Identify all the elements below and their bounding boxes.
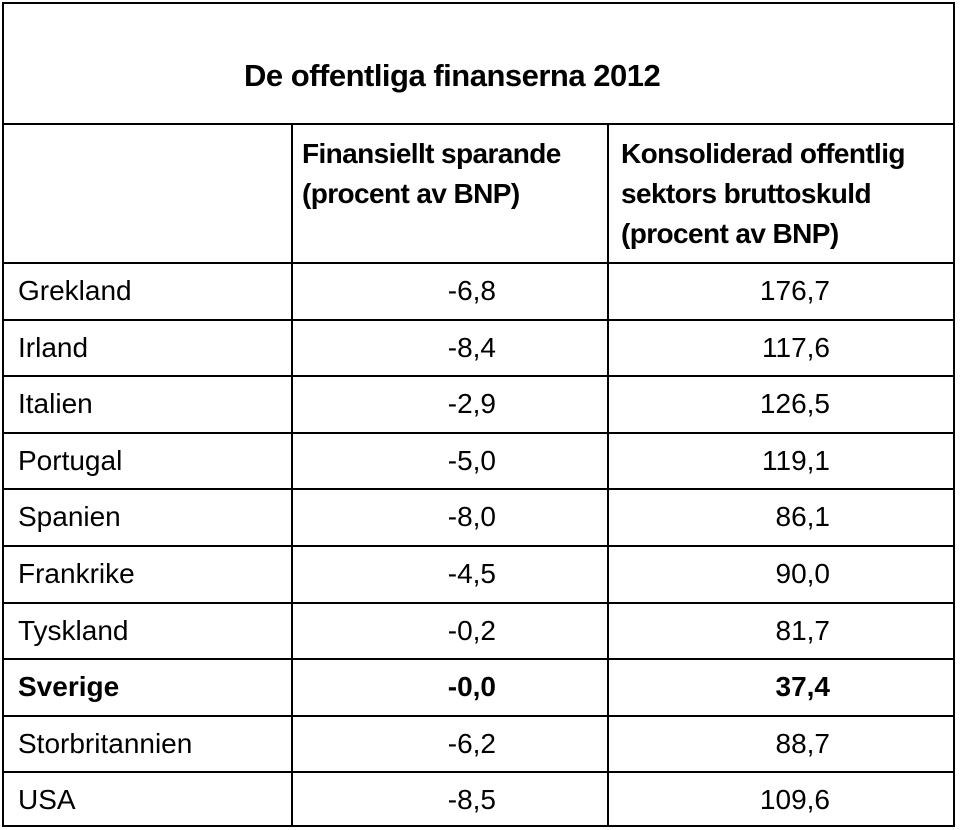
column-divider-2 xyxy=(607,123,609,827)
row-divider xyxy=(4,262,953,264)
debt-cell: 109,6 xyxy=(759,784,830,816)
table-row: Portugal -5,0 119,1 xyxy=(4,433,953,490)
table-row: Sverige -0,0 37,4 xyxy=(4,659,953,716)
saving-cell: -6,2 xyxy=(447,727,496,759)
row-divider xyxy=(4,431,953,434)
column-header-debt-line: sektors bruttoskuld xyxy=(621,178,872,209)
debt-cell: 90,0 xyxy=(775,558,831,589)
saving-cell: -4,5 xyxy=(447,558,496,589)
country-cell: Spanien xyxy=(18,501,121,533)
column-header-saving-line: Finansiellt sparande xyxy=(302,138,561,169)
debt-cell: 126,5 xyxy=(759,388,830,420)
table-row: Italien -2,9 126,5 xyxy=(4,376,953,433)
country-cell: Italien xyxy=(18,388,93,420)
saving-cell: -0,2 xyxy=(447,614,496,646)
country-cell: Portugal xyxy=(18,444,123,476)
table-title: De offentliga finanserna 2012 xyxy=(244,58,661,93)
table-row: Grekland -6,8 176,7 xyxy=(4,263,953,320)
title-row: De offentliga finanserna 2012 xyxy=(4,4,953,125)
debt-cell: 81,7 xyxy=(775,614,831,646)
debt-cell: 119,1 xyxy=(762,444,830,476)
table-row: Frankrike -4,5 90,0 xyxy=(4,546,953,603)
column-header-debt: Konsoliderad offentlig sektors bruttosku… xyxy=(621,134,906,254)
country-cell: Storbritannien xyxy=(18,727,193,759)
country-cell: Sverige xyxy=(18,671,120,703)
debt-cell: 37,4 xyxy=(775,671,831,703)
debt-cell: 88,7 xyxy=(775,727,831,759)
column-header-debt-line: (procent av BNP) xyxy=(621,218,839,249)
country-cell: USA xyxy=(18,784,76,816)
table-row: Storbritannien -6,2 88,7 xyxy=(4,716,953,773)
table-row: Spanien -8,0 86,1 xyxy=(4,489,953,546)
row-divider xyxy=(4,545,953,547)
country-cell: Frankrike xyxy=(18,558,135,589)
row-divider xyxy=(4,488,953,491)
row-divider xyxy=(4,318,953,321)
table-row: Tyskland -0,2 81,7 xyxy=(4,603,953,660)
debt-cell: 176,7 xyxy=(759,275,830,306)
row-divider xyxy=(4,375,953,378)
column-header-debt-line: Konsoliderad offentlig xyxy=(621,138,906,169)
row-divider xyxy=(4,714,953,717)
debt-cell: 86,1 xyxy=(775,501,831,533)
saving-cell: -6,8 xyxy=(447,275,496,306)
row-divider xyxy=(4,658,953,661)
saving-cell: -5,0 xyxy=(447,444,496,476)
saving-cell: -2,9 xyxy=(447,388,496,420)
saving-cell: -8,5 xyxy=(447,784,496,816)
column-divider-1 xyxy=(291,123,293,827)
table-row: Irland -8,4 117,6 xyxy=(4,320,953,377)
country-cell: Grekland xyxy=(18,275,132,306)
saving-cell: -0,0 xyxy=(447,671,496,703)
table-row: USA -8,5 109,6 xyxy=(4,772,953,829)
row-divider xyxy=(4,601,953,604)
saving-cell: -8,0 xyxy=(447,501,496,533)
row-divider xyxy=(4,771,953,774)
country-cell: Irland xyxy=(18,331,89,363)
debt-cell: 117,6 xyxy=(762,331,830,363)
saving-cell: -8,4 xyxy=(447,331,496,363)
country-cell: Tyskland xyxy=(18,614,129,646)
column-header-saving: Finansiellt sparande (procent av BNP) xyxy=(302,134,561,214)
column-header-saving-line: (procent av BNP) xyxy=(302,178,520,209)
